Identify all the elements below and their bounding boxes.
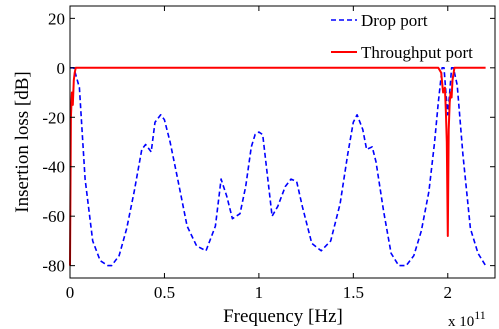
x-axis-multiplier: x 1011 — [448, 308, 486, 329]
y-tick-label: 0 — [57, 59, 66, 78]
x-tick-label: 0 — [66, 283, 75, 302]
axis-ticks: 0 0.5 1 1.5 2 20 0 -20 -40 -60 -80 — [42, 6, 495, 302]
y-tick-label: -80 — [42, 257, 65, 276]
y-tick-label: -20 — [42, 108, 65, 127]
x-tick-label: 1 — [255, 283, 264, 302]
series-line-throughput-port — [69, 66, 486, 266]
legend: Drop port Throughput port — [331, 11, 473, 62]
x-tick-label: 1.5 — [343, 283, 364, 302]
x-tick-label: 0.5 — [154, 283, 175, 302]
y-tick-label: 20 — [48, 9, 65, 28]
series-line-drop-port — [70, 67, 487, 267]
x-tick-label: 2 — [444, 283, 453, 302]
plot-area-frame — [69, 5, 496, 279]
y-tick-label: -60 — [42, 207, 65, 226]
x-axis-multiplier-base: x 10 — [448, 314, 474, 329]
x-axis-multiplier-exponent: 11 — [474, 308, 486, 322]
x-axis-label: Frequency [Hz] — [223, 306, 343, 327]
plot-lines — [69, 66, 487, 267]
legend-label-throughput-port: Throughput port — [361, 43, 473, 62]
y-tick-label: -40 — [42, 158, 65, 177]
legend-label-drop-port: Drop port — [361, 11, 428, 30]
y-axis-label: Insertion loss [dB] — [12, 71, 33, 212]
